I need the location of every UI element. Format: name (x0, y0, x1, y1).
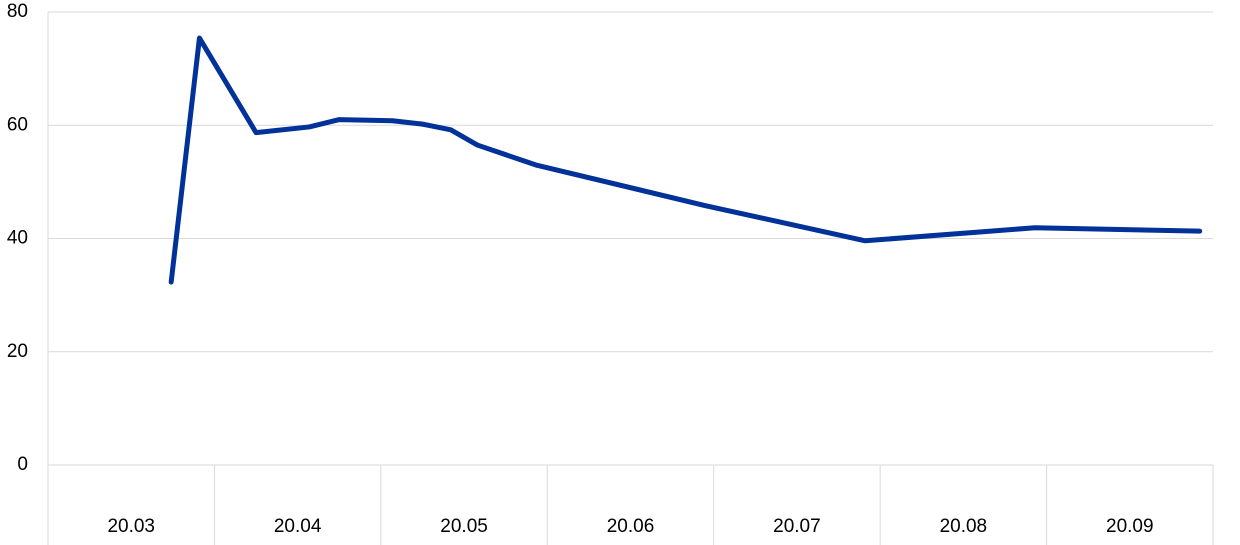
x-tick-label: 20.06 (607, 516, 655, 537)
x-tick-label: 20.05 (440, 516, 488, 537)
y-tick-label: 0 (17, 454, 28, 475)
data-line (168, 35, 1203, 285)
y-tick-label: 60 (7, 114, 28, 135)
x-tick-label: 20.03 (107, 516, 155, 537)
y-tick-label: 80 (7, 1, 28, 22)
y-tick-label: 40 (7, 228, 28, 249)
x-tick-label: 20.09 (1106, 516, 1154, 537)
x-tick-label: 20.04 (274, 516, 322, 537)
x-tick-label: 20.08 (940, 516, 988, 537)
x-tick-label: 20.07 (773, 516, 821, 537)
y-tick-label: 20 (7, 341, 28, 362)
